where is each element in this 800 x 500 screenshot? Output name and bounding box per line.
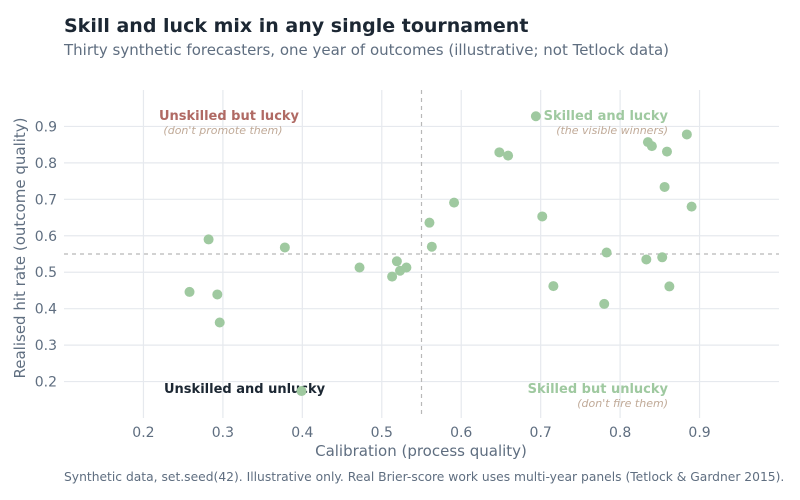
data-point <box>296 386 307 397</box>
quadrant-label-unskilled-unlucky: Unskilled and unlucky <box>164 382 326 397</box>
data-point <box>387 271 398 282</box>
data-point <box>354 262 365 273</box>
data-point <box>203 234 214 245</box>
data-point <box>646 141 657 152</box>
y-tick-label: 0.3 <box>35 338 57 354</box>
quadrant-sublabel-unskilled-lucky: (don't promote them) <box>163 124 282 137</box>
quadrant-label-unskilled-lucky: Unskilled but lucky <box>159 109 300 124</box>
chart-caption: Synthetic data, set.seed(42). Illustrati… <box>64 470 785 484</box>
y-tick-label: 0.8 <box>35 156 57 172</box>
x-axis-title: Calibration (process quality) <box>315 442 527 460</box>
data-point <box>681 129 692 140</box>
x-tick-label: 0.4 <box>291 425 313 441</box>
data-point <box>449 197 460 208</box>
x-tick-label: 0.2 <box>132 425 154 441</box>
x-tick-label: 0.6 <box>450 425 472 441</box>
y-tick-label: 0.5 <box>35 265 57 281</box>
y-tick-label: 0.2 <box>35 375 57 391</box>
scatter-chart: Unskilled but lucky (don't promote them)… <box>11 90 779 460</box>
data-point <box>661 146 672 157</box>
quadrant-sublabel-skilled-unlucky: (don't fire them) <box>577 397 668 410</box>
y-axis-ticks: 0.2 0.3 0.4 0.5 0.6 0.7 0.8 0.9 <box>35 119 57 390</box>
x-tick-label: 0.7 <box>530 425 552 441</box>
data-point <box>641 254 652 265</box>
x-axis-ticks: 0.2 0.3 0.4 0.5 0.6 0.7 0.8 0.9 <box>132 425 710 441</box>
data-points <box>184 111 697 397</box>
data-point <box>184 286 195 297</box>
quadrant-label-skilled-lucky: Skilled and lucky <box>544 109 669 124</box>
reference-lines <box>64 90 779 418</box>
data-point <box>537 211 548 222</box>
data-point <box>401 262 412 273</box>
y-tick-label: 0.9 <box>35 119 57 135</box>
data-point <box>664 281 675 292</box>
chart-subtitle: Thirty synthetic forecasters, one year o… <box>64 41 670 59</box>
data-point <box>503 150 514 161</box>
data-point <box>494 147 505 158</box>
y-tick-label: 0.4 <box>35 302 57 318</box>
quadrant-label-skilled-unlucky: Skilled but unlucky <box>528 382 669 397</box>
y-axis-title: Realised hit rate (outcome quality) <box>11 117 29 378</box>
data-point <box>659 181 670 192</box>
data-point <box>548 281 559 292</box>
data-point <box>279 242 290 253</box>
data-point <box>599 298 610 309</box>
x-tick-label: 0.5 <box>371 425 393 441</box>
quadrant-sublabel-skilled-lucky: (the visible winners) <box>556 124 668 137</box>
data-point <box>424 217 435 228</box>
chart-title: Skill and luck mix in any single tournam… <box>64 15 529 37</box>
data-point <box>686 201 697 212</box>
data-point <box>426 241 437 252</box>
data-point <box>657 252 668 263</box>
data-point <box>212 289 223 300</box>
x-tick-label: 0.8 <box>609 425 631 441</box>
data-point <box>601 247 612 258</box>
data-point <box>530 111 541 122</box>
data-point <box>214 317 225 328</box>
data-point <box>391 256 402 267</box>
y-tick-label: 0.6 <box>35 229 57 245</box>
x-tick-label: 0.9 <box>688 425 710 441</box>
x-tick-label: 0.3 <box>212 425 234 441</box>
y-tick-label: 0.7 <box>35 192 57 208</box>
quadrant-labels: Unskilled but lucky (don't promote them)… <box>159 109 669 410</box>
